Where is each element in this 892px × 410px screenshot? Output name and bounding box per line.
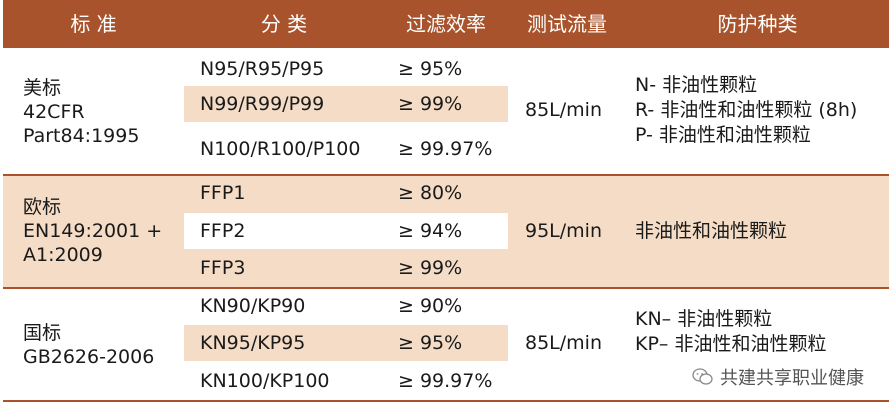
efficiency-cell: ≥ 99.97% [398, 138, 493, 160]
protection-line: N- 非油性颗粒 [635, 74, 758, 96]
efficiency-cell: ≥ 95% [398, 58, 463, 80]
group-divider [3, 287, 889, 289]
wechat-icon [692, 368, 714, 386]
header-standard: 标 准 [70, 12, 117, 36]
standard-line: GB2626-2006 [23, 346, 155, 368]
standard-line: 美标 [23, 77, 62, 99]
efficiency-cell: ≥ 90% [398, 295, 463, 317]
flow-cell: 85L/min [525, 332, 602, 354]
wechat-watermark: 共建共享职业健康 [686, 362, 870, 392]
table-header: 标 准 分 类 过滤效率 测试流量 防护种类 [3, 0, 889, 48]
standard-line: Part84:1995 [23, 125, 140, 147]
header-protection: 防护种类 [717, 12, 798, 36]
category-cell: N100/R100/P100 [200, 138, 361, 160]
efficiency-cell: ≥ 94% [398, 220, 463, 242]
table-bottom-border [3, 400, 889, 402]
category-cell: KN90/KP90 [200, 295, 306, 317]
category-cell: N95/R95/P95 [200, 58, 325, 80]
protection-us: N- 非油性颗粒 R- 非油性和油性颗粒 (8h) P- 非油性和油性颗粒 [635, 73, 857, 148]
standard-line: 国标 [23, 322, 62, 344]
row-stripe [184, 86, 508, 122]
efficiency-cell: ≥ 99% [398, 257, 463, 279]
header-efficiency: 过滤效率 [406, 12, 486, 36]
protection-line: P- 非油性和油性颗粒 [635, 124, 811, 146]
standard-line: 42CFR [23, 101, 85, 123]
standard-eu: 欧标 EN149:2001 + A1:2009 [23, 195, 162, 267]
protection-eu: 非油性和油性颗粒 [635, 219, 787, 244]
standard-line: EN149:2001 + [23, 220, 163, 242]
category-cell: FFP2 [200, 220, 246, 242]
flow-cell: 95L/min [525, 220, 602, 242]
header-flow: 测试流量 [527, 12, 607, 36]
category-cell: N99/R99/P99 [200, 93, 325, 115]
efficiency-cell: ≥ 99% [398, 93, 463, 115]
protection-line: KN– 非油性颗粒 [635, 308, 773, 330]
protection-line: R- 非油性和油性颗粒 (8h) [635, 99, 858, 121]
protection-line: KP– 非油性和油性颗粒 [635, 333, 827, 355]
category-cell: FFP1 [200, 182, 246, 204]
category-cell: KN100/KP100 [200, 370, 330, 392]
respirator-standards-table: 标 准 分 类 过滤效率 测试流量 防护种类 美标 42CFR Part84:1… [3, 0, 889, 402]
standard-cn: 国标 GB2626-2006 [23, 321, 154, 369]
efficiency-cell: ≥ 99.97% [398, 370, 493, 392]
efficiency-cell: ≥ 95% [398, 332, 463, 354]
category-cell: KN95/KP95 [200, 332, 306, 354]
category-cell: FFP3 [200, 257, 246, 279]
protection-line: 非油性和油性颗粒 [635, 220, 788, 242]
header-category: 分 类 [260, 12, 308, 36]
flow-cell: 85L/min [525, 99, 602, 121]
standard-line: A1:2009 [23, 244, 103, 266]
row-stripe [184, 213, 508, 249]
protection-cn: KN– 非油性颗粒 KP– 非油性和油性颗粒 [635, 307, 826, 357]
watermark-text: 共建共享职业健康 [720, 368, 864, 389]
row-stripe [184, 325, 508, 361]
efficiency-cell: ≥ 80% [398, 182, 463, 204]
standard-line: 欧标 [23, 196, 62, 218]
standard-us: 美标 42CFR Part84:1995 [23, 76, 139, 148]
group-divider [3, 174, 889, 176]
